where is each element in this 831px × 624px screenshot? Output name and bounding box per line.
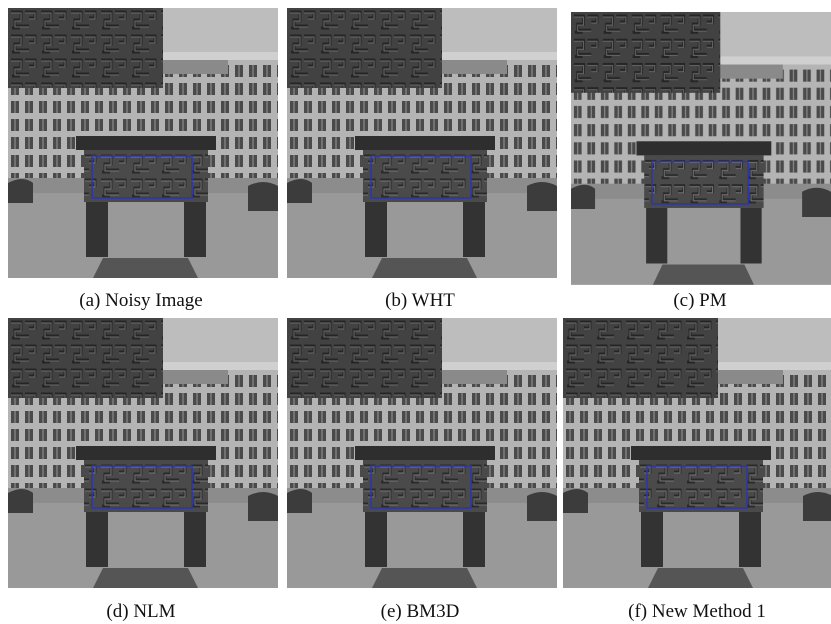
caption: (e) BM3D bbox=[381, 601, 460, 622]
caption: (a) Noisy Image bbox=[79, 290, 202, 311]
caption: (f) New Method 1 bbox=[628, 601, 766, 622]
new-method-image bbox=[563, 318, 831, 588]
caption: (d) NLM bbox=[106, 601, 175, 622]
bm3d-image bbox=[287, 318, 557, 588]
noisy-image bbox=[8, 8, 278, 278]
nlm-image bbox=[8, 318, 278, 588]
caption: (c) PM bbox=[673, 290, 726, 311]
caption: (b) WHT bbox=[385, 290, 455, 311]
wht-image bbox=[287, 8, 557, 278]
pm-image bbox=[571, 12, 831, 285]
figure: (a) Noisy Image (b) WHT (c) PM (d) NLM (… bbox=[0, 0, 831, 624]
